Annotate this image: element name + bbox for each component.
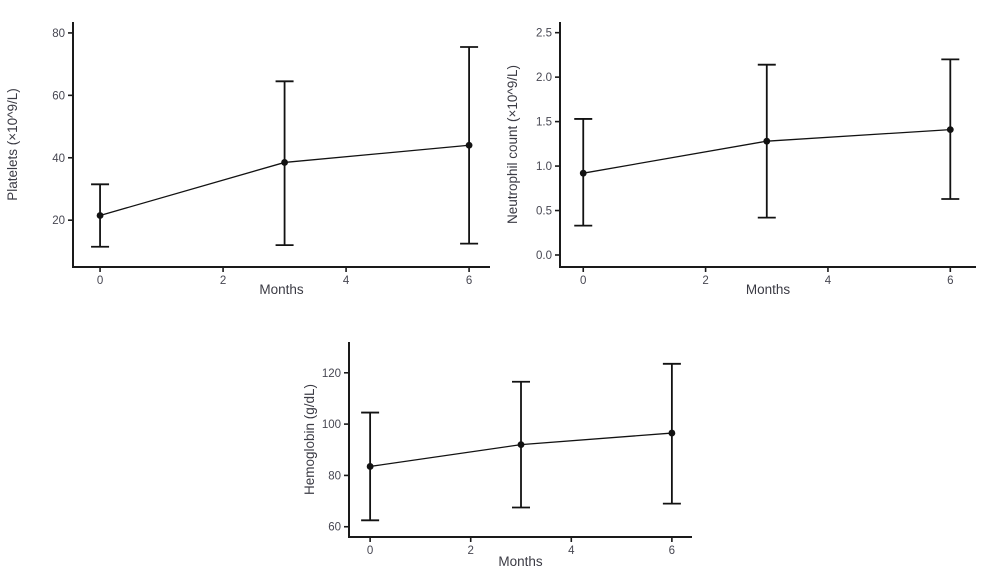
neutrophils-data-point [579, 169, 587, 177]
hemoglobin-x-tick-label: 0 [367, 545, 373, 557]
platelets-axis-lines [72, 22, 490, 268]
neutrophils-y-tick-label: 2.5 [536, 28, 552, 40]
platelets-data-point [465, 141, 473, 149]
hemoglobin-x-axis-title: Months [498, 554, 543, 569]
platelets-y-tick-label: 60 [52, 90, 65, 102]
neutrophils-y-tick-label: 1.5 [536, 117, 552, 129]
hemoglobin-x-tick-label: 2 [468, 545, 474, 557]
neutrophils-x-tick-label: 6 [947, 275, 953, 287]
platelets-data-point [96, 212, 104, 219]
platelets-chart-canvas: 0 2 4 6 20 40 60 80 Months Platelets (×10^9/L) [5, 22, 490, 297]
neutrophils-axis-lines [559, 22, 976, 268]
neutrophil-count-chart: 0 2 4 6 0.0 0.5 1.0 1.5 2.0 2.5 Months Neutrophil c… [500, 0, 1005, 310]
hemoglobin-y-tick-label: 120 [322, 368, 341, 380]
hemoglobin-data-point [668, 429, 676, 437]
neutrophils-data-point [946, 126, 954, 134]
hemoglobin-x-tick-label: 6 [669, 545, 675, 557]
neutrophils-y-tick-label: 2.0 [536, 72, 552, 84]
platelets-x-tick-label: 4 [343, 275, 350, 287]
hemoglobin-data-point [517, 441, 525, 449]
platelets-chart: 0 2 4 6 20 40 60 80 Months Platelets (×10^9/L) [0, 0, 500, 310]
neutrophils-x-axis-title: Months [746, 282, 791, 297]
neutrophils-y-tick-label: 0.0 [536, 250, 552, 262]
platelets-y-tick-label: 40 [52, 153, 65, 165]
neutrophil-count-chart-canvas: 0 2 4 6 0.0 0.5 1.0 1.5 2.0 2.5 Months Neutrophil c… [505, 22, 976, 297]
platelets-x-tick-label: 0 [97, 275, 103, 287]
platelets-data-point [281, 159, 288, 166]
neutrophils-x-tick-label: 0 [580, 275, 586, 287]
hemoglobin-axis-lines [348, 342, 692, 538]
hemoglobin-chart: 0 2 4 6 60 80 100 120 Months Hemoglobin (g/dL) [300, 320, 750, 582]
hemoglobin-y-axis-title: Hemoglobin (g/dL) [302, 384, 317, 495]
platelets-x-tick-label: 6 [466, 275, 472, 287]
neutrophils-x-tick-label: 2 [702, 275, 708, 287]
platelets-y-tick-label: 20 [52, 215, 65, 227]
neutrophils-x-tick-label: 4 [825, 275, 832, 287]
platelets-y-axis-title: Platelets (×10^9/L) [5, 88, 20, 201]
neutrophils-data-point [763, 137, 771, 145]
platelets-y-tick-label: 80 [52, 28, 65, 40]
hemoglobin-chart-canvas: 0 2 4 6 60 80 100 120 Months Hemoglobin (g/dL) [302, 342, 692, 569]
platelets-x-tick-label: 2 [220, 275, 226, 287]
hemoglobin-x-tick-label: 4 [568, 545, 575, 557]
neutrophils-y-axis-title: Neutrophil count (×10^9/L) [505, 65, 520, 224]
hemoglobin-data-point [366, 463, 374, 470]
platelets-x-axis-title: Months [259, 282, 304, 297]
neutrophils-y-tick-label: 0.5 [536, 206, 552, 218]
hemoglobin-y-tick-label: 60 [328, 522, 341, 534]
hemoglobin-y-tick-label: 80 [328, 470, 341, 482]
neutrophils-y-tick-label: 1.0 [536, 161, 552, 173]
hemoglobin-y-tick-label: 100 [322, 419, 341, 431]
